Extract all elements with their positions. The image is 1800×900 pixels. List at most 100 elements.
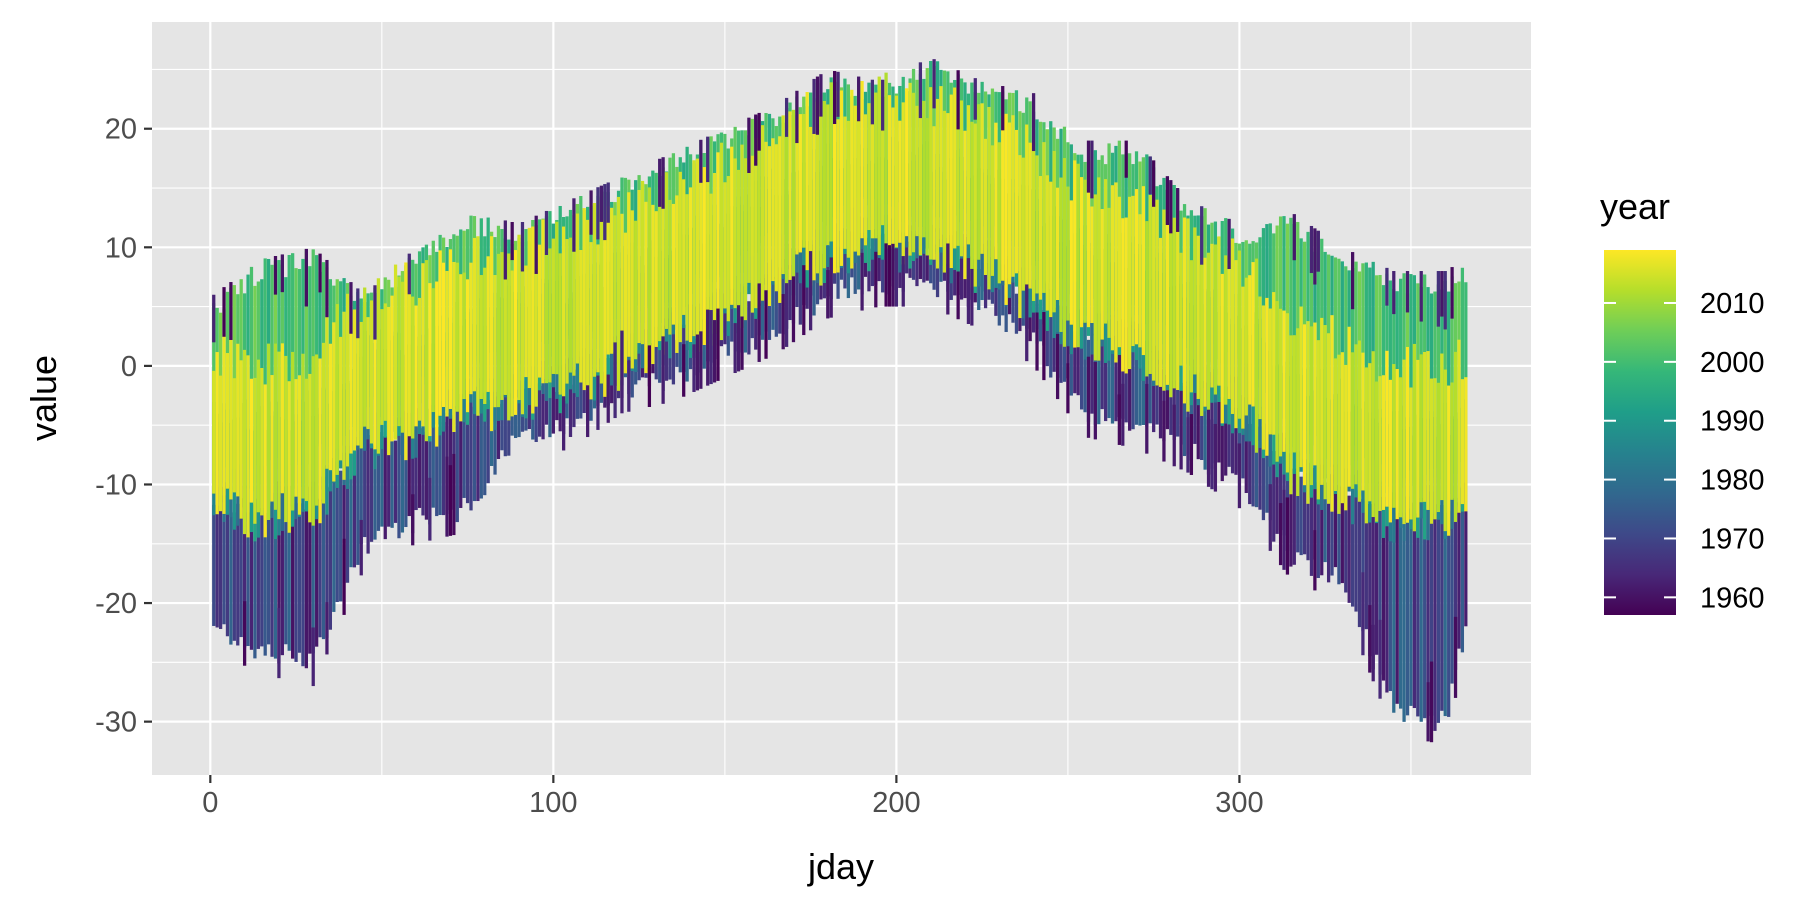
data-segment	[534, 243, 538, 407]
data-segment	[1395, 512, 1399, 704]
legend-ticks: 1960 1970 1980 1990 2000 2010	[1604, 288, 1765, 614]
data-segment	[304, 249, 308, 456]
data-segment	[469, 262, 473, 395]
data-segment	[1457, 339, 1461, 513]
data-segment	[270, 375, 274, 502]
data-segment	[894, 95, 899, 248]
data-segment	[1083, 321, 1087, 413]
data-segment	[1104, 179, 1108, 324]
data-segment	[1464, 482, 1468, 627]
data-segment	[479, 378, 483, 499]
data-segment	[373, 445, 377, 540]
legend-tick-label: 2010	[1700, 288, 1765, 320]
data-segment	[1350, 352, 1355, 489]
data-segment	[229, 487, 233, 645]
data-segment	[376, 278, 381, 454]
data-segment	[747, 117, 751, 174]
data-segment	[1251, 397, 1255, 507]
legend: year 1960 1970 1980 1990 2000 2010	[1600, 186, 1765, 615]
data-segment	[1117, 394, 1121, 445]
data-segment	[860, 252, 864, 311]
data-segment	[424, 260, 429, 442]
data-segment	[606, 182, 610, 223]
data-segment	[1117, 320, 1121, 418]
data-segment	[1450, 267, 1454, 319]
data-segment	[1344, 364, 1348, 511]
legend-tick-label: 1990	[1700, 406, 1765, 438]
data-segment	[977, 104, 981, 260]
data-segment	[1416, 513, 1420, 717]
data-segment	[956, 70, 960, 130]
data-segment	[1278, 308, 1283, 457]
data-segment	[1138, 323, 1142, 426]
data-segment	[723, 182, 727, 309]
data-segment	[1124, 217, 1128, 374]
data-segment	[452, 261, 456, 433]
data-segment	[1093, 361, 1097, 440]
data-segment	[472, 406, 477, 502]
data-segment	[421, 263, 425, 427]
data-segment	[428, 408, 432, 525]
data-segment	[1124, 327, 1128, 423]
data-segment	[1296, 221, 1300, 431]
data-segment	[1296, 328, 1300, 497]
data-segment	[273, 256, 278, 295]
data-segment	[901, 256, 905, 307]
data-segment	[1292, 468, 1296, 565]
data-segment	[1395, 369, 1399, 520]
data-segment	[1258, 426, 1262, 510]
data-segment	[1453, 616, 1458, 698]
data-segment	[1224, 255, 1228, 405]
data-segment	[383, 436, 387, 540]
data-segment	[376, 412, 381, 531]
y-tick-label: -10	[95, 469, 137, 501]
data-segment	[1392, 271, 1396, 315]
data-segment	[1148, 156, 1152, 195]
data-segment	[1090, 320, 1094, 414]
data-segment	[881, 79, 885, 131]
data-segment	[1244, 277, 1248, 416]
data-segment	[706, 177, 710, 311]
data-segment	[1124, 140, 1128, 178]
data-segment	[1330, 315, 1334, 512]
data-segment	[500, 403, 504, 451]
data-segment	[280, 343, 284, 494]
data-segment	[942, 110, 947, 273]
data-segment	[826, 270, 830, 319]
data-segment	[1162, 209, 1166, 391]
data-segment	[1107, 319, 1111, 419]
data-segment	[1392, 364, 1396, 508]
data-segment	[1031, 93, 1036, 152]
data-segment	[1320, 464, 1324, 576]
data-segment	[431, 393, 435, 508]
data-segment	[1412, 502, 1416, 709]
data-segment	[1131, 321, 1135, 430]
data-segment	[932, 126, 936, 260]
data-segment	[287, 485, 291, 651]
data-segment	[781, 294, 785, 350]
data-segment	[716, 152, 720, 314]
data-segment	[798, 249, 802, 325]
data-segment	[709, 193, 713, 346]
data-segment	[1079, 177, 1084, 328]
y-tick-label: 20	[105, 114, 137, 146]
data-segment	[1011, 282, 1015, 323]
data-segment	[970, 121, 974, 288]
data-segment	[949, 94, 953, 269]
data-segment	[836, 119, 840, 273]
data-segment	[784, 283, 789, 347]
data-segment	[1090, 140, 1094, 199]
data-segment	[531, 226, 535, 414]
data-segment	[373, 301, 377, 450]
y-tick-label: 10	[105, 232, 137, 264]
data-segment	[1248, 275, 1252, 405]
data-segment	[236, 343, 240, 497]
data-segment	[1337, 484, 1341, 585]
data-segment	[311, 356, 315, 526]
data-segment	[1265, 297, 1269, 456]
data-segment	[249, 266, 254, 470]
data-segment	[1254, 258, 1259, 453]
data-segment	[983, 262, 988, 309]
data-segment	[654, 326, 658, 380]
data-segment	[1450, 382, 1454, 500]
